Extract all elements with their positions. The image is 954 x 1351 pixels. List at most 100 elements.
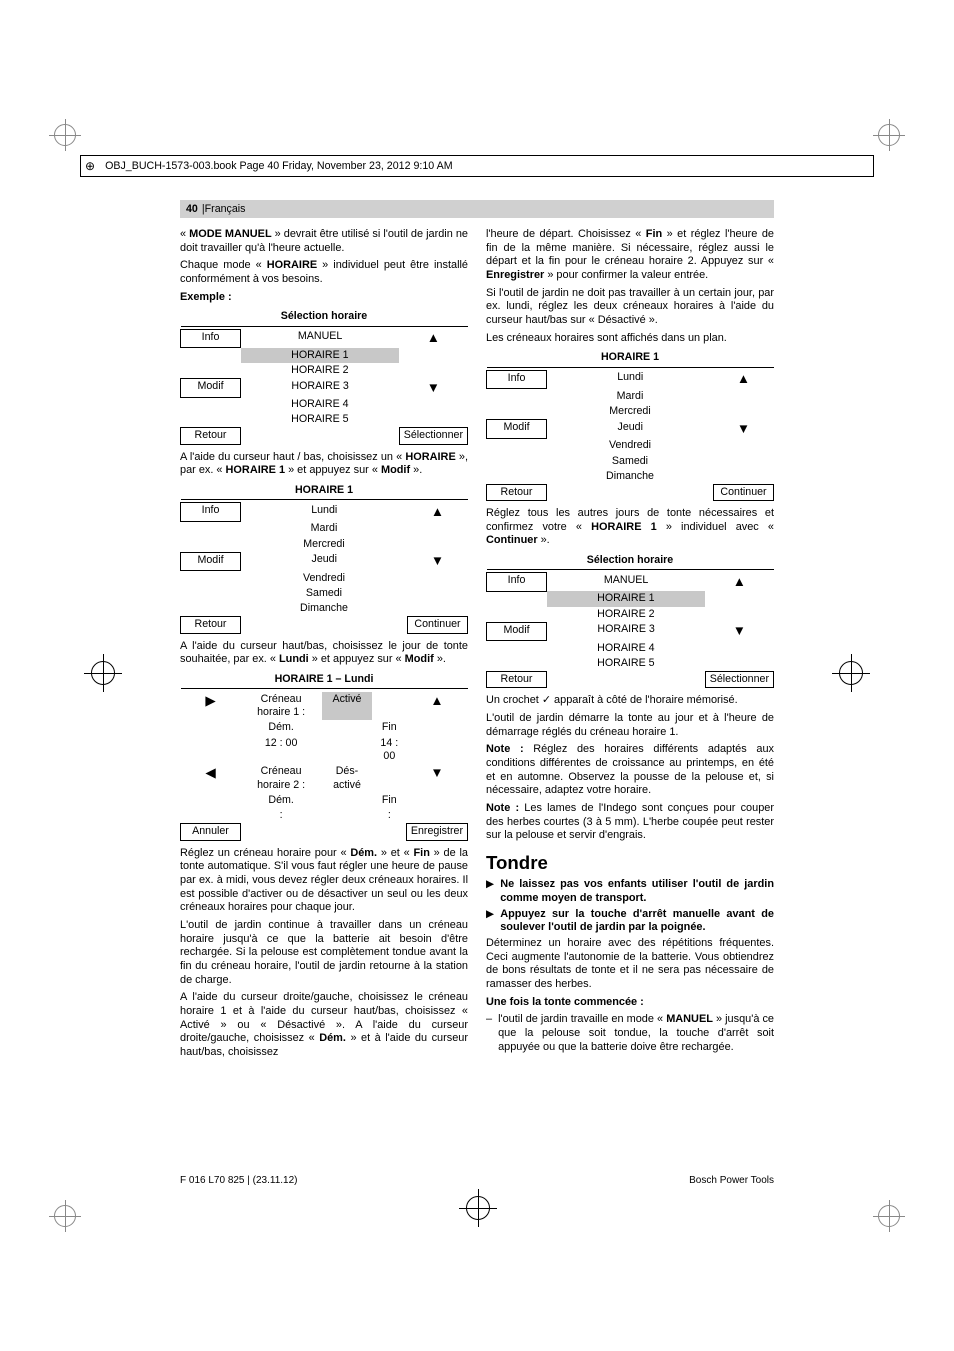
example-label: Exemple : [180, 291, 468, 305]
right-arrow-icon[interactable]: ▶ [181, 692, 241, 721]
reg-mark-tl [50, 120, 80, 150]
cancel-button[interactable]: Annuler [181, 824, 241, 840]
row: HORAIRE 5 [241, 412, 400, 427]
info-button[interactable]: Info [181, 329, 241, 348]
para: Réglez un créneau horaire pour « Dém. » … [180, 847, 468, 915]
left-arrow-icon[interactable]: ◀ [181, 764, 241, 793]
row: Dimanche [547, 469, 714, 484]
bullet-text: Appuyez sur la touche d'arrêt manuelle a… [500, 908, 774, 935]
up-arrow-icon[interactable]: ▲ [406, 692, 467, 721]
table-title: Sélection horaire [487, 552, 774, 570]
table-title: Sélection horaire [181, 308, 468, 326]
row: HORAIRE 2 [547, 607, 706, 622]
continue-button[interactable]: Continuer [714, 484, 774, 500]
info-button[interactable]: Info [181, 503, 241, 522]
back-button[interactable]: Retour [181, 617, 241, 633]
para: Note : Les lames de l'Indego sont conçue… [486, 802, 774, 843]
end-label: Fin [372, 793, 406, 808]
para: Chaque mode « HORAIRE » individuel peut … [180, 259, 468, 286]
row: Dimanche [241, 601, 408, 616]
up-arrow-icon[interactable]: ▲ [714, 370, 774, 389]
select-button[interactable]: Sélectionner [399, 428, 467, 444]
reg-mark-bl [50, 1201, 80, 1231]
para-bold: Une fois la tonte commencée : [486, 996, 774, 1010]
para: Note : Réglez des horaires différents ad… [486, 743, 774, 798]
colon: : [241, 808, 322, 823]
row: HORAIRE 2 [241, 363, 400, 378]
down-arrow-icon[interactable]: ▼ [399, 379, 467, 398]
table-title: HORAIRE 1 – Lundi [181, 671, 468, 689]
list-text: l'outil de jardin travaille en mode « MA… [498, 1013, 774, 1054]
row-selected: HORAIRE 1 [547, 591, 706, 606]
page-footer: F 016 L70 825 | (23.11.12) Bosch Power T… [180, 1175, 774, 1186]
para: L'outil de jardin démarre la tonte au jo… [486, 712, 774, 739]
page-number: 40 [186, 203, 198, 215]
para: « MODE MANUEL » devrait être utilisé si … [180, 228, 468, 255]
start-label: Dém. [241, 720, 322, 735]
info-button[interactable]: Info [487, 370, 547, 389]
row: Jeudi [241, 552, 408, 571]
back-button[interactable]: Retour [487, 671, 547, 687]
down-arrow-icon[interactable]: ▼ [408, 552, 468, 571]
up-arrow-icon[interactable]: ▲ [705, 573, 773, 592]
modify-button[interactable]: Modif [487, 420, 547, 439]
days-table: HORAIRE 1 InfoLundi▲ Mardi Mercredi Modi… [180, 482, 468, 634]
para: Les créneaux horaires sont affichés dans… [486, 332, 774, 346]
row: Samedi [547, 454, 714, 469]
para: Si l'outil de jardin ne doit pas travail… [486, 287, 774, 328]
row: HORAIRE 3 [241, 379, 400, 398]
reg-mark-br [874, 1201, 904, 1231]
row: MANUEL [241, 329, 400, 348]
check-icon: ✓ [542, 694, 551, 706]
up-arrow-icon[interactable]: ▲ [399, 329, 467, 348]
colon: : [372, 808, 406, 823]
modify-button[interactable]: Modif [487, 622, 547, 641]
end-label: Fin [372, 720, 406, 735]
row: Mercredi [547, 404, 714, 419]
page-header: 40 | Français [180, 200, 774, 218]
reg-mark-bottom [460, 1190, 496, 1226]
left-column: « MODE MANUEL » devrait être utilisé si … [180, 228, 468, 1161]
row: Mardi [241, 521, 408, 536]
schedule-select-table-2: Sélection horaire InfoMANUEL▲ HORAIRE 1 … [486, 552, 774, 688]
select-button[interactable]: Sélectionner [705, 671, 773, 687]
save-button[interactable]: Enregistrer [406, 824, 467, 840]
back-button[interactable]: Retour [487, 484, 547, 500]
para: l'heure de départ. Choisissez « Fin » et… [486, 228, 774, 283]
days-plan-table: HORAIRE 1 InfoLundi▲ Mardi Mercredi Modi… [486, 349, 774, 501]
modify-button[interactable]: Modif [181, 379, 241, 398]
up-arrow-icon[interactable]: ▲ [408, 503, 468, 522]
bullet: ▶Appuyez sur la touche d'arrêt manuelle … [486, 908, 774, 935]
down-arrow-icon[interactable]: ▼ [705, 622, 773, 641]
back-button[interactable]: Retour [181, 428, 241, 444]
modify-button[interactable]: Modif [181, 552, 241, 571]
bullet: ▶Ne laissez pas vos enfants utiliser l'o… [486, 878, 774, 905]
end-time: 14 : 00 [372, 736, 406, 765]
list-item: –l'outil de jardin travaille en mode « M… [486, 1013, 774, 1054]
reg-mark-tr [874, 120, 904, 150]
info-button[interactable]: Info [487, 573, 547, 592]
para: Réglez tous les autres jours de tonte né… [486, 507, 774, 548]
row: Vendredi [241, 571, 408, 586]
timeslot-table: HORAIRE 1 – Lundi ▶ Créneau horaire 1 : … [180, 671, 468, 841]
dash-icon: – [486, 1013, 492, 1054]
content-columns: « MODE MANUEL » devrait être utilisé si … [180, 228, 774, 1161]
schedule-select-table: Sélection horaire InfoMANUEL▲ HORAIRE 1 … [180, 308, 468, 444]
down-arrow-icon[interactable]: ▼ [714, 420, 774, 439]
crop-header-text: OBJ_BUCH-1573-003.book Page 40 Friday, N… [105, 160, 453, 172]
crop-header-bar: ⊕ OBJ_BUCH-1573-003.book Page 40 Friday,… [80, 155, 874, 177]
row: Samedi [241, 586, 408, 601]
row: HORAIRE 3 [547, 622, 706, 641]
down-arrow-icon[interactable]: ▼ [406, 764, 467, 793]
row: HORAIRE 5 [547, 656, 706, 671]
continue-button[interactable]: Continuer [408, 617, 468, 633]
triangle-icon: ▶ [486, 878, 494, 905]
section-heading: Tondre [486, 851, 774, 874]
row: Jeudi [547, 420, 714, 439]
para: A l'aide du curseur haut/bas, choisissez… [180, 640, 468, 667]
para: L'outil de jardin continue à travailler … [180, 919, 468, 987]
row: Lundi [547, 370, 714, 389]
inactive-label: Dés-activé [322, 764, 373, 793]
table-title: HORAIRE 1 [181, 482, 468, 500]
row: HORAIRE 4 [241, 397, 400, 412]
